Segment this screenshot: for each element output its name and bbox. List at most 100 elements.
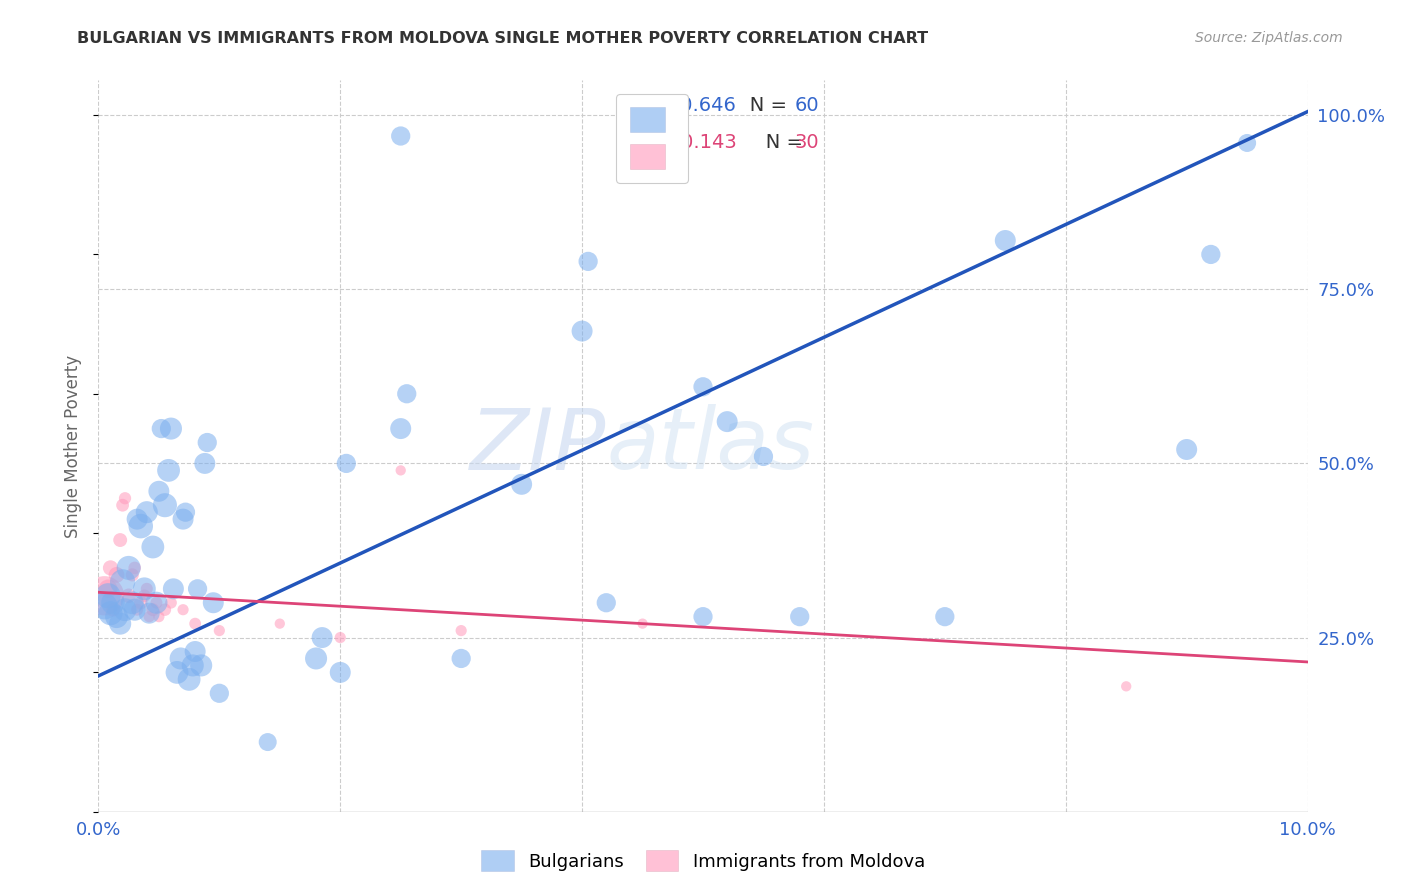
Point <box>571 324 593 338</box>
Text: ZIP: ZIP <box>470 404 606 488</box>
Point <box>142 540 165 554</box>
Point <box>329 631 352 645</box>
Point <box>134 589 156 603</box>
Point <box>311 631 333 645</box>
Point <box>174 505 197 519</box>
Point <box>994 234 1017 248</box>
Point <box>101 596 124 610</box>
Point <box>101 603 124 617</box>
Text: BULGARIAN VS IMMIGRANTS FROM MOLDOVA SINGLE MOTHER POVERTY CORRELATION CHART: BULGARIAN VS IMMIGRANTS FROM MOLDOVA SIN… <box>77 31 928 46</box>
Point <box>160 421 183 435</box>
Point <box>789 609 811 624</box>
Point <box>692 609 714 624</box>
Point <box>105 567 128 582</box>
Point <box>172 512 194 526</box>
Point <box>752 450 775 464</box>
Point <box>208 686 231 700</box>
Point <box>335 457 357 471</box>
Point <box>100 561 122 575</box>
Text: R =: R = <box>628 96 671 115</box>
Text: -0.143: -0.143 <box>673 133 737 152</box>
Point <box>93 599 115 614</box>
Point <box>160 596 183 610</box>
Point <box>118 589 141 603</box>
Point <box>135 582 157 596</box>
Point <box>208 624 231 638</box>
Point <box>97 589 120 603</box>
Point <box>148 484 170 499</box>
Point <box>105 609 128 624</box>
Point <box>124 561 146 575</box>
Point <box>138 606 160 620</box>
Point <box>135 505 157 519</box>
Point <box>108 616 131 631</box>
Point <box>1175 442 1198 457</box>
Point <box>1236 136 1258 150</box>
Point <box>127 603 149 617</box>
Point <box>716 415 738 429</box>
Point <box>121 567 143 582</box>
Point <box>162 582 184 596</box>
Text: N =: N = <box>731 96 793 115</box>
Point <box>100 606 122 620</box>
Point <box>256 735 278 749</box>
Point <box>138 609 160 624</box>
Point <box>97 582 120 596</box>
Point <box>510 477 533 491</box>
Point <box>108 533 131 547</box>
Point <box>450 651 472 665</box>
Point <box>187 582 209 596</box>
Text: Source: ZipAtlas.com: Source: ZipAtlas.com <box>1195 31 1343 45</box>
Point <box>111 574 134 589</box>
Point <box>450 624 472 638</box>
Point <box>121 596 143 610</box>
Point <box>166 665 188 680</box>
Point <box>134 582 156 596</box>
Point <box>148 609 170 624</box>
Point <box>389 421 412 435</box>
Point <box>179 673 201 687</box>
Point <box>184 644 207 658</box>
Point <box>114 603 136 617</box>
Point <box>145 596 167 610</box>
Text: 30: 30 <box>794 133 820 152</box>
Point <box>202 596 225 610</box>
Point <box>934 609 956 624</box>
Point <box>153 498 176 512</box>
Text: R =: R = <box>628 133 671 152</box>
Point <box>1199 247 1222 261</box>
Y-axis label: Single Mother Poverty: Single Mother Poverty <box>65 354 83 538</box>
Point <box>150 421 173 435</box>
Point <box>124 603 146 617</box>
Point <box>157 463 180 477</box>
Point <box>576 254 599 268</box>
Point <box>595 596 617 610</box>
Point <box>172 603 194 617</box>
Point <box>194 457 217 471</box>
Point <box>1115 679 1137 693</box>
Point <box>692 380 714 394</box>
Point <box>190 658 212 673</box>
Point <box>169 651 191 665</box>
Text: N =: N = <box>747 133 808 152</box>
Text: 60: 60 <box>794 96 820 115</box>
Point <box>111 498 134 512</box>
Legend: Bulgarians, Immigrants from Moldova: Bulgarians, Immigrants from Moldova <box>474 843 932 879</box>
Point <box>305 651 328 665</box>
Point <box>389 128 412 143</box>
Point <box>181 658 204 673</box>
Point <box>195 435 218 450</box>
Point <box>118 561 141 575</box>
Point <box>93 589 115 603</box>
Point <box>269 616 291 631</box>
Point <box>127 512 149 526</box>
Legend: , : , <box>616 94 688 183</box>
Point <box>329 665 352 680</box>
Point <box>153 603 176 617</box>
Point <box>631 616 654 631</box>
Point <box>129 519 152 533</box>
Point <box>114 491 136 506</box>
Point <box>145 596 167 610</box>
Point <box>389 463 412 477</box>
Text: 0.646: 0.646 <box>673 96 735 115</box>
